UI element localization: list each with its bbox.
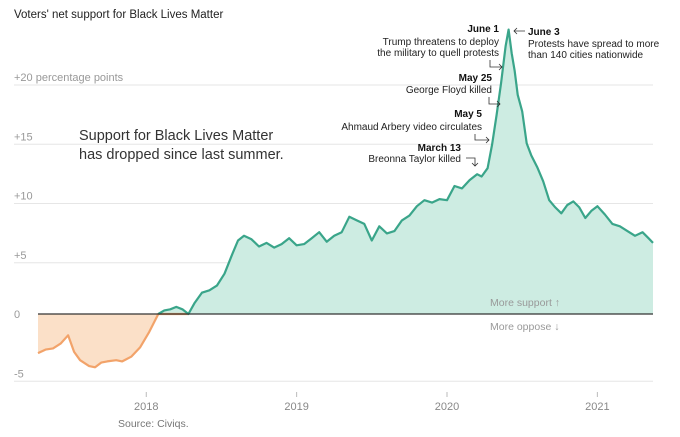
annotation-may5-text: Ahmaud Arbery video circulates	[341, 122, 482, 133]
x-tick-label: 2018	[134, 401, 158, 413]
y-tick-label: +5	[14, 250, 27, 262]
annotation-may5-date: May 5	[454, 109, 482, 120]
annotations: June 1 Trump threatens to deploy the mil…	[341, 24, 660, 167]
annotation-june3-date: June 3	[528, 27, 560, 38]
x-tick-labels: 2018 2019 2020 2021	[134, 392, 610, 413]
annotation-march13-date: March 13	[418, 143, 462, 154]
annotation-march13-text: Breonna Taylor killed	[368, 154, 461, 165]
more-support-label: More support ↑	[490, 297, 560, 309]
annotation-may5-arrow	[474, 134, 490, 144]
annotation-june1-arrow	[489, 60, 503, 71]
annotation-may25-text: George Floyd killed	[406, 85, 492, 96]
annotation-june3-text-1: Protests have spread to more	[528, 39, 660, 50]
headline-line-1: Support for Black Lives Matter	[79, 128, 273, 144]
negative-area	[38, 314, 189, 368]
y-tick-label: -5	[14, 368, 24, 380]
positive-area	[158, 29, 654, 314]
area-series	[37, 28, 654, 369]
y-tick-label: +20 percentage points	[14, 72, 124, 84]
more-oppose-label: More oppose ↓	[490, 321, 559, 333]
y-tick-label: +15	[14, 131, 33, 143]
chart-title: Voters' net support for Black Lives Matt…	[14, 9, 224, 21]
annotation-may25-arrow	[488, 97, 501, 108]
x-tick-label: 2019	[284, 401, 308, 413]
annotation-june3-text-2: than 140 cities nationwide	[528, 50, 644, 61]
annotation-june3-arrow	[513, 27, 525, 35]
annotation-may25-date: May 25	[459, 73, 493, 84]
y-tick-labels: +20 percentage points +15 +10 +5 0 -5	[14, 72, 124, 380]
positive-line	[157, 28, 654, 316]
annotation-june1-text-1: Trump threatens to deploy	[383, 37, 499, 48]
y-tick-label: +10	[14, 191, 33, 203]
source-note: Source: Civiqs.	[118, 418, 189, 430]
headline-note: Support for Black Lives Matter has dropp…	[79, 128, 284, 163]
y-tick-label: 0	[14, 309, 20, 321]
x-tick-label: 2020	[435, 401, 459, 413]
x-tick-label: 2021	[585, 401, 609, 413]
headline-line-2: has dropped since last summer.	[79, 147, 284, 163]
negative-line	[37, 312, 189, 369]
annotation-june1-date: June 1	[467, 24, 499, 35]
annotation-june1-text-2: the military to quell protests	[377, 48, 499, 59]
annotation-march13-arrow	[466, 157, 479, 167]
